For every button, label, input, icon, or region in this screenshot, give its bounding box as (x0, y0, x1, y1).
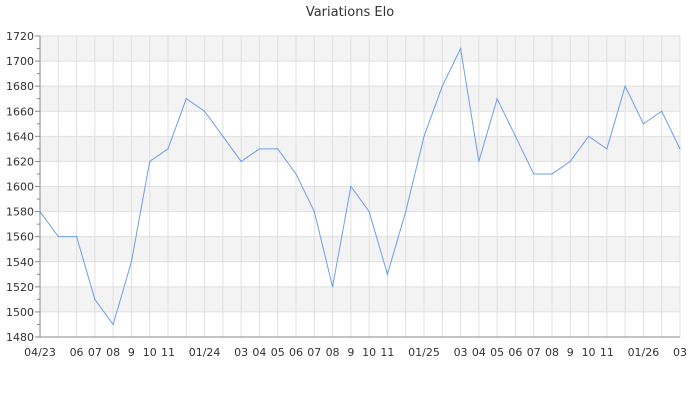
x-tick-label: 03 (234, 346, 248, 359)
grid-band (40, 136, 680, 162)
data-point (661, 110, 663, 112)
x-tick-label: 01/26 (628, 346, 660, 359)
data-point (331, 286, 334, 288)
data-point (203, 110, 206, 112)
data-point (295, 173, 297, 175)
data-point (679, 148, 681, 150)
x-tick-label: 08 (106, 346, 120, 359)
x-tick-label: 06 (70, 346, 84, 359)
y-tick-label: 1700 (6, 55, 34, 68)
grid-band (40, 86, 680, 112)
data-point (240, 160, 242, 163)
x-tick-label: 05 (271, 346, 285, 359)
data-point (587, 135, 590, 137)
data-point (167, 148, 169, 150)
x-tick-label: 11 (380, 346, 394, 359)
x-tick-label: 10 (143, 346, 157, 359)
data-point (624, 85, 626, 87)
data-point (423, 135, 425, 137)
y-tick-label: 1720 (6, 30, 34, 43)
x-tick-label: 04/23 (24, 346, 56, 359)
x-tick-label: 9 (347, 346, 354, 359)
data-point (514, 135, 517, 137)
data-point (313, 210, 315, 213)
y-tick-label: 1580 (6, 206, 34, 219)
x-tick-label: 06 (508, 346, 522, 359)
x-tick-label: 03 (673, 346, 687, 359)
x-tick-label: 05 (490, 346, 504, 359)
data-point (569, 160, 571, 163)
data-point (94, 298, 96, 300)
x-tick-label: 08 (545, 346, 559, 359)
data-point (75, 236, 78, 238)
x-tick-label: 01/24 (189, 346, 221, 359)
x-tick-label: 08 (326, 346, 340, 359)
y-tick-label: 1540 (6, 256, 34, 269)
data-point (386, 273, 389, 275)
y-tick-label: 1640 (6, 130, 34, 143)
data-point (533, 173, 535, 175)
x-tick-label: 10 (582, 346, 596, 359)
x-tick-label: 10 (362, 346, 376, 359)
data-point (149, 160, 151, 163)
data-point (551, 173, 553, 175)
data-point (258, 148, 261, 150)
grid-band (40, 286, 680, 312)
grid-band (40, 236, 680, 262)
x-tick-label: 06 (289, 346, 303, 359)
data-point (368, 210, 370, 213)
x-tick-label: 9 (128, 346, 135, 359)
data-point (39, 210, 41, 213)
data-point (350, 185, 352, 188)
x-tick-label: 9 (567, 346, 574, 359)
y-tick-label: 1680 (6, 80, 34, 93)
y-tick-label: 1520 (6, 281, 34, 294)
data-point (642, 123, 645, 125)
x-tick-label: 07 (307, 346, 321, 359)
x-tick-label: 11 (161, 346, 175, 359)
data-point (478, 160, 480, 163)
elo-series-line (39, 46, 681, 326)
data-point (57, 236, 59, 238)
x-tick-label: 01/25 (408, 346, 440, 359)
y-tick-label: 1480 (6, 331, 34, 344)
data-point (496, 98, 498, 100)
y-tick-label: 1600 (6, 181, 34, 194)
x-tick-label: 04 (472, 346, 486, 359)
data-point (130, 261, 133, 263)
data-point (459, 47, 462, 50)
y-tick-label: 1620 (6, 155, 34, 168)
x-tick-label: 04 (252, 346, 266, 359)
chart-title: Variations Elo (306, 5, 394, 20)
data-point (405, 210, 407, 213)
data-point (441, 85, 443, 87)
data-point (112, 323, 114, 326)
x-tick-label: 03 (454, 346, 468, 359)
data-point (185, 98, 187, 100)
data-point (222, 135, 224, 137)
x-tick-label: 07 (527, 346, 541, 359)
y-tick-label: 1660 (6, 105, 34, 118)
grid-band (40, 36, 680, 62)
x-tick-label: 11 (600, 346, 614, 359)
y-tick-label: 1560 (6, 231, 34, 244)
data-point (277, 148, 279, 150)
y-tick-label: 1500 (6, 306, 34, 319)
x-tick-label: 07 (88, 346, 102, 359)
data-point (606, 148, 608, 150)
